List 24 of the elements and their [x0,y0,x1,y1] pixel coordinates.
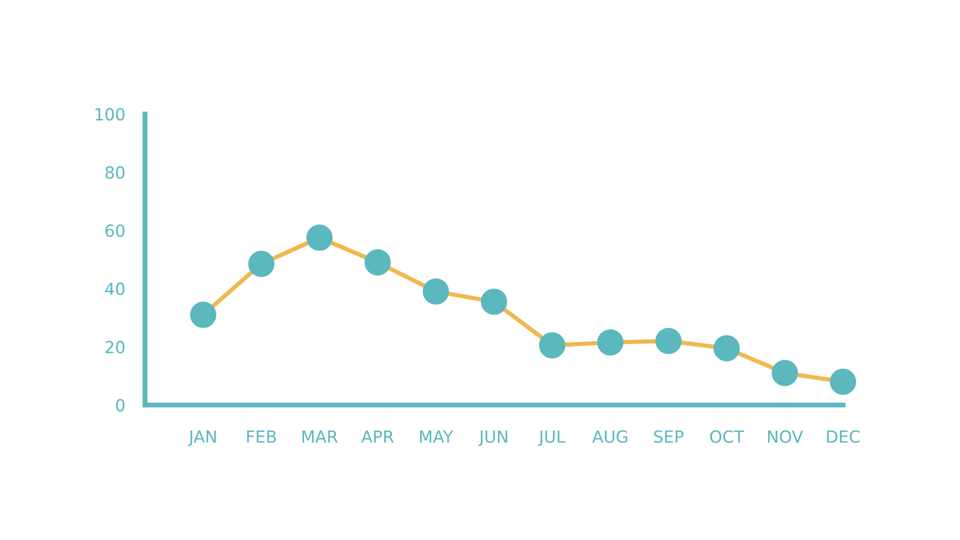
x-tick-label: AUG [592,430,628,443]
point [597,329,624,356]
point [830,368,856,395]
y-tick-label: 40 [105,282,124,296]
y-tick-label: 60 [106,224,124,237]
point [480,288,508,315]
x-tick-label: DEC [827,430,860,443]
y-tick-label: 80 [105,166,124,179]
point [772,360,798,386]
x-tick-label: MAR [302,430,338,443]
point [422,278,449,305]
x-tick-label: APR [361,430,394,443]
x-tick-label: JUN [478,430,508,446]
x-tick-label: JAN [188,430,216,446]
x-tick-label: OCT [710,430,744,443]
y-tick-label: 0 [116,398,124,412]
x-tick-label: JUL [538,430,566,446]
x-tick-label: SEP [654,430,684,443]
y-tick-label: 20 [106,340,124,354]
x-tick-label: FEB [247,430,276,443]
y-tick-label: 100 [96,108,124,121]
point [306,224,333,251]
x-tick-label: NOV [768,430,804,443]
x-tick-label: MAY [420,430,454,443]
